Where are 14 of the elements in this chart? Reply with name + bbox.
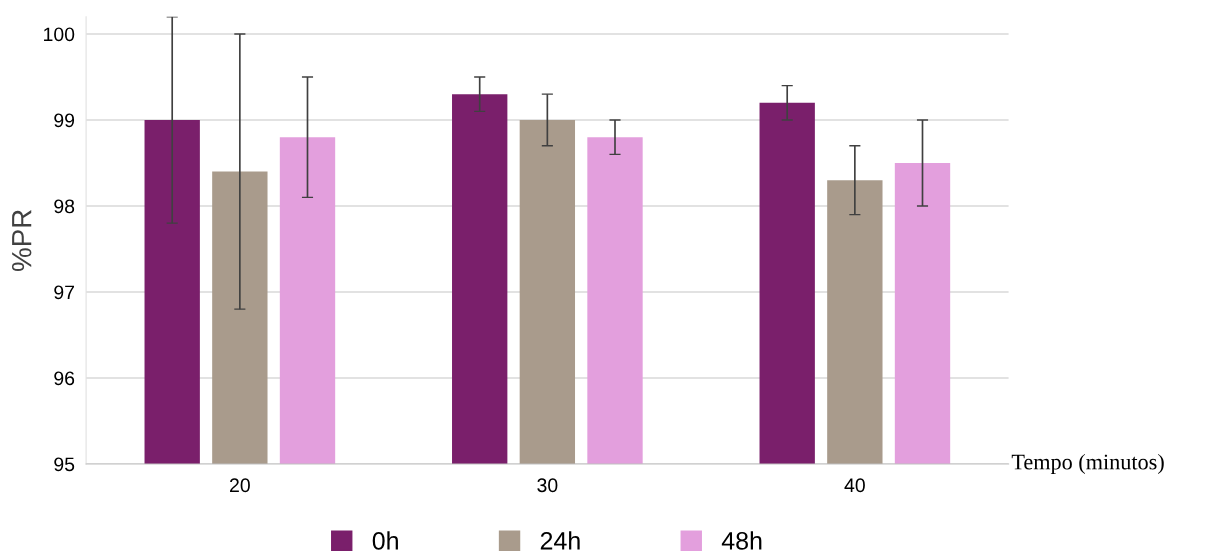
x-tick-label: 40 xyxy=(844,478,865,493)
y-tick-label: 96 xyxy=(54,371,75,386)
legend-label: 48h xyxy=(721,531,762,550)
y-tick-label: 97 xyxy=(54,285,75,300)
y-axis-title: %PR xyxy=(11,210,32,272)
x-axis-title: Tempo (minutos) xyxy=(1011,453,1164,475)
y-tick-label: 98 xyxy=(54,199,75,214)
y-tick-label: 95 xyxy=(54,457,75,472)
legend-label: 24h xyxy=(540,531,580,550)
x-tick-label: 20 xyxy=(230,478,250,493)
legend-label: 0h xyxy=(372,531,398,550)
x-tick-label: 30 xyxy=(537,478,558,493)
y-tick-label: 99 xyxy=(54,113,75,128)
y-tick-label: 100 xyxy=(44,27,75,42)
